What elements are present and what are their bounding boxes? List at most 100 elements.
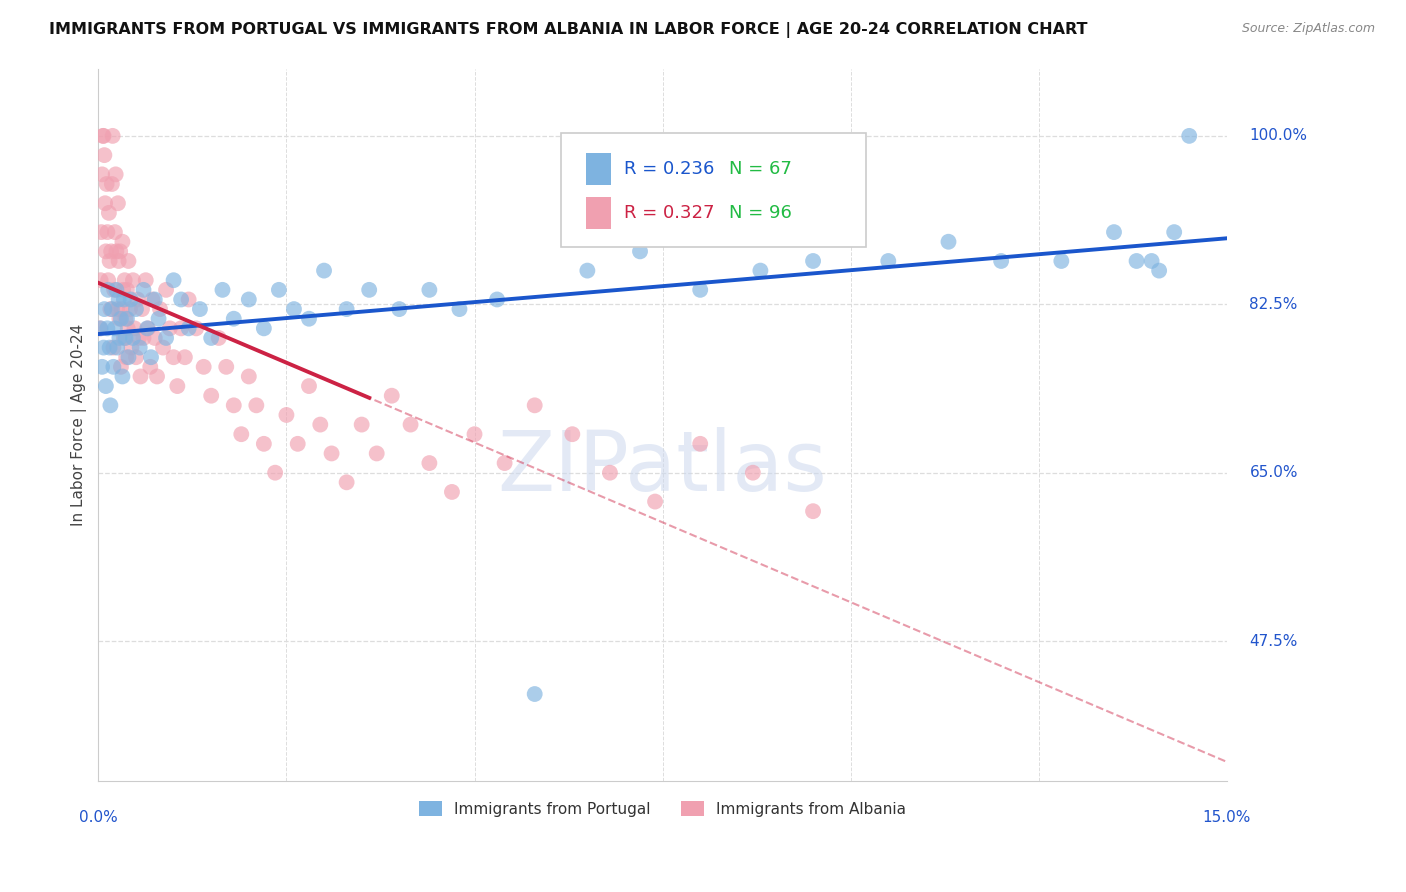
Point [152, 341, 174, 355]
Point [111, 369, 134, 384]
Point [127, 293, 149, 307]
Point [96, 177, 118, 191]
Point [399, 417, 422, 432]
Point [222, 398, 245, 412]
Point [177, 293, 200, 307]
Point [238, 369, 260, 384]
Point [135, 273, 157, 287]
Point [170, 321, 193, 335]
Point [105, 244, 128, 259]
Point [321, 446, 343, 460]
Point [644, 494, 666, 508]
Point [103, 283, 125, 297]
Point [215, 359, 238, 374]
Point [93, 148, 115, 162]
Point [141, 293, 163, 307]
Point [576, 263, 599, 277]
Point [91, 128, 114, 143]
Point [561, 427, 583, 442]
Point [93, 341, 115, 355]
Point [94, 379, 117, 393]
Point [100, 398, 122, 412]
Point [231, 427, 253, 442]
Point [101, 128, 124, 143]
Point [309, 417, 332, 432]
Text: 65.0%: 65.0% [1250, 466, 1298, 480]
Point [107, 293, 129, 307]
Point [366, 446, 388, 460]
Point [108, 311, 131, 326]
Point [938, 235, 960, 249]
Point [689, 437, 711, 451]
Point [139, 350, 162, 364]
Point [132, 283, 155, 297]
Point [117, 350, 139, 364]
Point [222, 311, 245, 326]
Point [350, 417, 373, 432]
Point [177, 321, 200, 335]
Y-axis label: In Labor Force | Age 20-24: In Labor Force | Age 20-24 [72, 324, 87, 525]
Point [1102, 225, 1125, 239]
Point [149, 302, 172, 317]
Point [122, 273, 145, 287]
Point [93, 302, 115, 317]
Point [877, 254, 900, 268]
Point [253, 321, 276, 335]
Point [128, 341, 150, 355]
Point [101, 302, 124, 317]
Point [96, 321, 118, 335]
Point [1125, 254, 1147, 268]
Point [110, 311, 132, 326]
Point [129, 369, 152, 384]
Point [211, 283, 233, 297]
FancyBboxPatch shape [586, 197, 610, 229]
Point [97, 283, 120, 297]
Point [105, 302, 128, 317]
Point [110, 359, 132, 374]
Point [97, 206, 120, 220]
Point [186, 321, 208, 335]
Point [94, 244, 117, 259]
Point [523, 398, 546, 412]
Point [162, 273, 184, 287]
Point [155, 283, 177, 297]
Text: R = 0.327: R = 0.327 [624, 204, 714, 222]
Point [689, 283, 711, 297]
Point [104, 225, 127, 239]
Point [381, 389, 404, 403]
Point [97, 273, 120, 287]
Point [599, 466, 621, 480]
Point [114, 331, 136, 345]
Point [118, 302, 141, 317]
Point [107, 254, 129, 268]
Point [388, 302, 411, 317]
Point [117, 321, 139, 335]
Point [125, 302, 148, 317]
Point [159, 321, 181, 335]
Point [283, 302, 305, 317]
Point [170, 293, 193, 307]
Point [1163, 225, 1185, 239]
Point [148, 311, 170, 326]
Point [107, 196, 129, 211]
Point [101, 177, 124, 191]
Point [125, 350, 148, 364]
Text: IMMIGRANTS FROM PORTUGAL VS IMMIGRANTS FROM ALBANIA IN LABOR FORCE | AGE 20-24 C: IMMIGRANTS FROM PORTUGAL VS IMMIGRANTS F… [49, 22, 1088, 38]
Point [143, 331, 166, 345]
Point [1178, 128, 1201, 143]
Point [136, 321, 159, 335]
Point [112, 283, 135, 297]
Point [749, 263, 772, 277]
Point [162, 350, 184, 364]
Point [132, 331, 155, 345]
Point [120, 341, 142, 355]
Point [1050, 254, 1073, 268]
Point [440, 485, 463, 500]
Text: Source: ZipAtlas.com: Source: ZipAtlas.com [1241, 22, 1375, 36]
Point [336, 302, 359, 317]
Point [90, 321, 112, 335]
FancyBboxPatch shape [561, 133, 866, 246]
Point [990, 254, 1012, 268]
Point [96, 225, 118, 239]
Point [188, 302, 211, 317]
